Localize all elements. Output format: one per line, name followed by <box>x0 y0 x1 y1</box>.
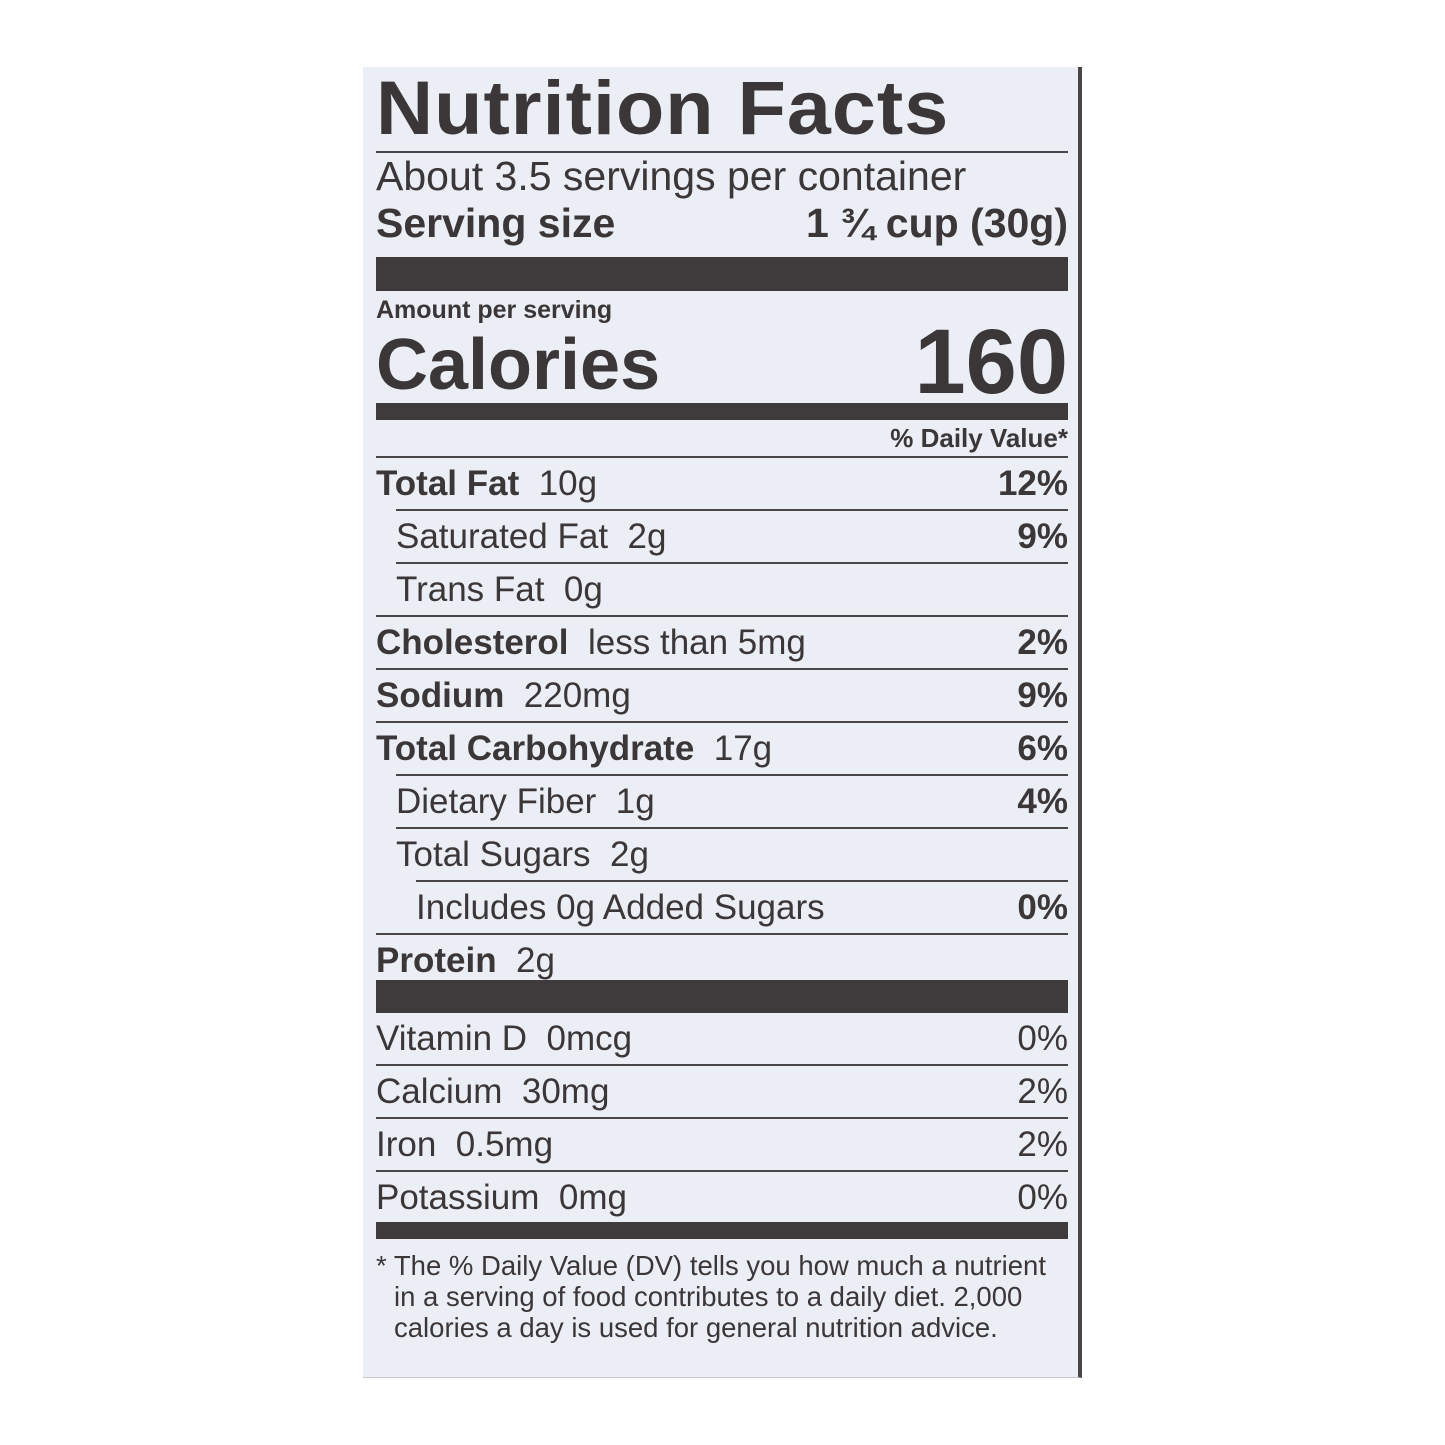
nutrient-row-total-carbohydrate: Total Carbohydrate 17g 6% <box>376 721 1068 774</box>
serving-size-value: 1 ¾ cup (30g) <box>805 200 1068 246</box>
vitamin-list: Vitamin D 0mcg 0% Calcium 30mg 2% Iron 0.5… <box>376 1013 1068 1223</box>
nutrient-row-protein: Protein 2g <box>376 933 1068 986</box>
vitamin-row-vitamin-d: Vitamin D 0mcg 0% <box>376 1018 1068 1058</box>
nutrient-row-total-fat: Total Fat 10g 12% <box>376 463 1068 503</box>
nutrient-row-saturated-fat: Saturated Fat 2g 9% <box>396 509 1068 562</box>
nutrient-list: Total Fat 10g 12% Saturated Fat 2g 9% Tran… <box>376 458 1068 986</box>
medium-divider <box>376 1222 1068 1239</box>
vitamin-row-potassium: Potassium 0mg 0% <box>376 1170 1068 1223</box>
calories-row: Calories 160 <box>376 311 1069 413</box>
thick-divider <box>376 257 1068 291</box>
serving-size: Serving size 1 ¾ cup (30g) <box>376 200 1068 246</box>
nutrient-row-trans-fat: Trans Fat 0g <box>396 562 1068 615</box>
medium-divider <box>376 403 1068 420</box>
label-title: Nutrition Facts <box>376 66 950 151</box>
thick-divider <box>376 980 1068 1013</box>
calories-label: Calories <box>376 325 661 405</box>
divider <box>376 151 1068 153</box>
footnote: * The % Daily Value (DV) tells you how m… <box>376 1250 1046 1343</box>
vitamin-row-calcium: Calcium 30mg 2% <box>376 1064 1068 1117</box>
daily-value-header: % Daily Value* <box>890 423 1068 453</box>
nutrient-row-total-sugars: Total Sugars 2g <box>396 827 1068 880</box>
servings-per-container: About 3.5 servings per container <box>376 153 967 199</box>
calories-value: 160 <box>914 311 1069 413</box>
nutrition-label: Nutrition Facts About 3.5 servings per c… <box>363 67 1082 1378</box>
nutrient-row-added-sugars: Includes 0g Added Sugars 0% <box>416 880 1068 933</box>
nutrient-row-dietary-fiber: Dietary Fiber 1g 4% <box>396 774 1068 827</box>
divider <box>376 456 1068 458</box>
vitamin-row-iron: Iron 0.5mg 2% <box>376 1117 1068 1170</box>
nutrient-row-sodium: Sodium 220mg 9% <box>376 668 1068 721</box>
amount-per-serving: Amount per serving <box>376 296 613 324</box>
nutrient-row-cholesterol: Cholesterol less than 5mg 2% <box>376 615 1068 668</box>
serving-size-label: Serving size <box>376 200 616 246</box>
